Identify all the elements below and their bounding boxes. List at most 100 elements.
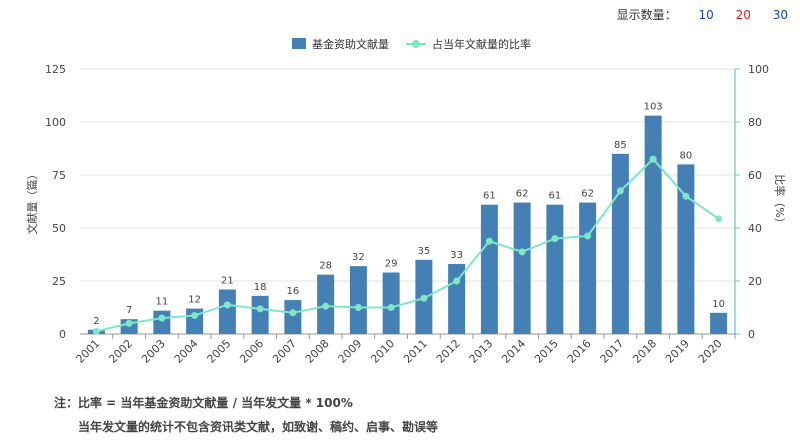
- ratio-point: [125, 319, 133, 327]
- x-tick-label: 2016: [565, 337, 594, 366]
- x-tick-label: 2020: [696, 337, 725, 366]
- ratio-line: [96, 157, 720, 333]
- bar-value-label: 62: [516, 189, 529, 200]
- bar-2006: [251, 295, 269, 334]
- x-tick-label: 2013: [467, 337, 496, 366]
- bar-value-label: 35: [418, 246, 431, 257]
- x-tick-label: 2015: [532, 337, 561, 366]
- y-tick-label: 0: [59, 328, 66, 341]
- bar-value-label: 62: [581, 189, 594, 200]
- legend-line-marker: [412, 40, 420, 48]
- legend-bar-label: 基金资助文献量: [312, 37, 389, 51]
- funding-chart: 0 25 50 75 100 125 0 20 40 60 80 100 文献量（篇） 比率（%） 2 200…: [25, 37, 787, 366]
- display-count-option-30[interactable]: 30: [772, 8, 788, 22]
- y-tick-label: 100: [45, 116, 66, 129]
- ratio-point: [322, 302, 330, 310]
- bar-value-label: 18: [254, 282, 267, 293]
- display-count-option-20[interactable]: 20: [735, 8, 751, 22]
- bar-value-label: 85: [614, 140, 627, 151]
- ratio-point: [223, 301, 231, 309]
- bar-value-label: 61: [483, 191, 496, 202]
- legend-line-label: 占当年文献量的比率: [432, 37, 531, 51]
- ratio-point: [682, 192, 690, 200]
- ratio-point: [649, 155, 657, 163]
- x-tick-label: 2003: [139, 337, 168, 366]
- bar-2012: [448, 264, 466, 334]
- bar-2009: [349, 266, 367, 334]
- ratio-point: [616, 187, 624, 195]
- bar-value-label: 61: [549, 191, 562, 202]
- x-tick-label: 2001: [74, 337, 103, 366]
- bar-value-label: 16: [287, 286, 300, 297]
- x-tick-label: 2008: [303, 337, 332, 366]
- ratio-point: [551, 235, 559, 243]
- y-axis-title: 文献量（篇）: [25, 169, 39, 235]
- y2-tick-label: 0: [748, 328, 755, 341]
- y-tick-label: 75: [52, 169, 66, 182]
- x-tick-label: 2002: [106, 337, 135, 366]
- x-tick-label: 2005: [205, 337, 234, 366]
- ratio-point: [158, 314, 166, 322]
- y-tick-label: 125: [45, 63, 66, 76]
- x-tick-label: 2010: [368, 337, 397, 366]
- x-tick-label: 2019: [663, 337, 692, 366]
- ratio-point: [453, 277, 461, 285]
- x-tick-label: 2018: [630, 337, 659, 366]
- bar-2014: [513, 202, 531, 334]
- bar-2005: [218, 289, 236, 334]
- y2-tick-label: 80: [748, 116, 762, 129]
- x-tick-label: 2011: [401, 337, 430, 366]
- bar-value-label: 7: [126, 305, 132, 316]
- bar-value-label: 2: [93, 316, 99, 327]
- ratio-point: [715, 215, 723, 223]
- bar-2007: [284, 300, 302, 334]
- x-tick-label: 2009: [336, 337, 365, 366]
- ratio-point: [354, 304, 362, 311]
- ratio-point: [518, 248, 526, 256]
- y2-tick-label: 20: [748, 275, 762, 288]
- bar-2017: [611, 153, 629, 334]
- bar-2013: [480, 204, 498, 334]
- note-exclusion: 当年发文量的统计不包含资讯类文献，如致谢、稿约、启事、勘误等: [78, 420, 439, 434]
- bar-value-label: 80: [680, 150, 693, 161]
- bar-value-label: 28: [319, 261, 332, 272]
- x-tick-label: 2014: [499, 337, 528, 366]
- ratio-point: [289, 309, 297, 317]
- bar-2003: [153, 310, 171, 334]
- y-tick-label: 50: [52, 222, 66, 235]
- bar-2015: [546, 204, 564, 334]
- y2-tick-label: 60: [748, 169, 762, 182]
- ratio-point: [92, 327, 100, 335]
- bar-2016: [579, 202, 597, 334]
- display-count-selector: 显示数量： 10 20 30: [617, 6, 788, 23]
- bar-2018: [644, 115, 662, 334]
- y2-tick-label: 40: [748, 222, 762, 235]
- bar-value-label: 33: [450, 250, 463, 261]
- bar-value-label: 32: [352, 252, 365, 263]
- ratio-point: [256, 305, 264, 313]
- legend-bar-swatch: [292, 38, 306, 49]
- bar-value-label: 12: [188, 295, 201, 306]
- bar-2010: [382, 272, 400, 334]
- x-tick-label: 2012: [434, 337, 463, 366]
- bar-2020: [710, 312, 728, 334]
- bar-2019: [677, 164, 695, 334]
- bar-value-label: 10: [712, 299, 725, 310]
- display-count-label: 显示数量：: [616, 8, 677, 22]
- x-tick-label: 2007: [270, 337, 299, 366]
- bar-value-label: 29: [385, 259, 398, 270]
- bar-value-label: 103: [644, 102, 663, 113]
- y-tick-label: 25: [52, 275, 66, 288]
- x-tick-label: 2017: [598, 337, 627, 366]
- ratio-point: [387, 304, 395, 311]
- bar-value-label: 11: [156, 297, 169, 308]
- x-tick-label: 2006: [237, 337, 266, 366]
- note-ratio-definition: 注：比率 = 当年基金资助文献量 / 当年发文量 * 100%: [54, 396, 353, 410]
- bar-value-label: 21: [221, 275, 234, 286]
- display-count-option-10[interactable]: 10: [698, 8, 714, 22]
- ratio-point: [191, 311, 199, 319]
- ratio-point: [584, 232, 592, 240]
- x-tick-label: 2004: [172, 337, 201, 366]
- ratio-point: [420, 294, 428, 302]
- y2-tick-label: 100: [748, 63, 769, 76]
